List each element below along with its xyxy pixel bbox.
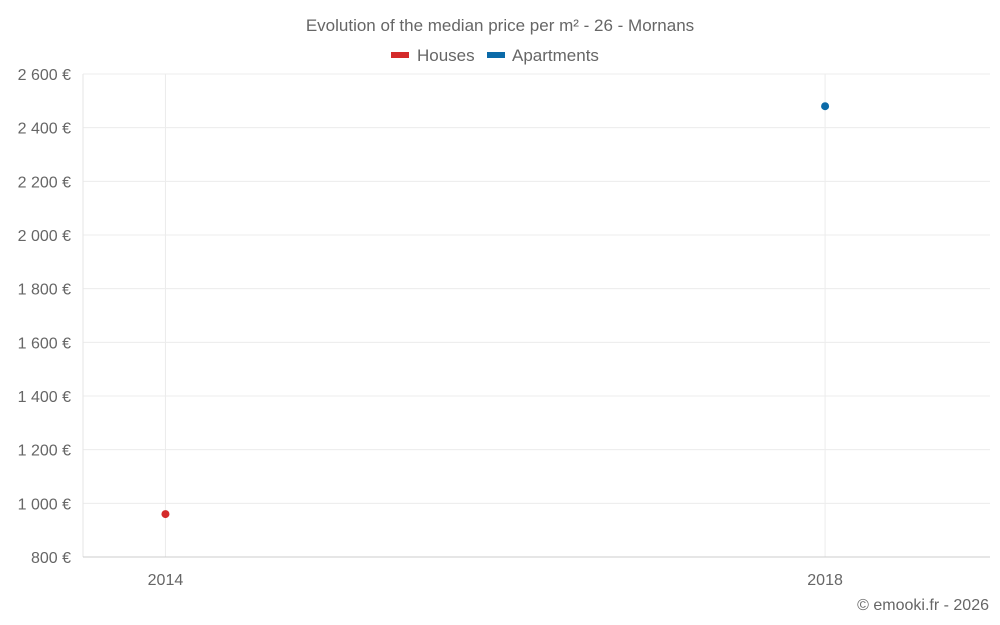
y-tick-label: 800 €: [31, 550, 71, 567]
legend-apartments-swatch: [487, 52, 505, 58]
data-point-houses[interactable]: [161, 510, 170, 519]
y-tick-label: 2 200 €: [18, 174, 71, 191]
y-tick-label: 1 000 €: [18, 496, 71, 513]
y-axis-ticks: 800 € 1 000 € 1 200 € 1 400 € 1 600 € 1 800 €…: [18, 67, 71, 567]
x-axis-ticks: 2014 2018: [148, 572, 843, 589]
data-points: [161, 102, 830, 519]
y-tick-label: 1 600 €: [18, 335, 71, 352]
legend-houses-swatch: [391, 52, 409, 58]
grid: [83, 73, 990, 557]
y-tick-label: 1 400 €: [18, 389, 71, 406]
legend-houses-label[interactable]: Houses: [417, 46, 475, 65]
y-tick-label: 2 000 €: [18, 228, 71, 245]
legend: Houses Apartments: [391, 46, 599, 65]
y-tick-label: 1 200 €: [18, 443, 71, 460]
x-tick-label: 2018: [807, 572, 843, 589]
data-point-apartments[interactable]: [821, 102, 830, 111]
y-tick-label: 1 800 €: [18, 282, 71, 299]
y-tick-label: 2 400 €: [18, 121, 71, 138]
chart-title: Evolution of the median price per m² - 2…: [306, 16, 694, 35]
y-tick-label: 2 600 €: [18, 67, 71, 84]
credit-text: © emooki.fr - 2026: [857, 597, 989, 614]
axes: [82, 74, 990, 558]
x-tick-label: 2014: [148, 572, 184, 589]
legend-apartments-label[interactable]: Apartments: [512, 46, 599, 65]
